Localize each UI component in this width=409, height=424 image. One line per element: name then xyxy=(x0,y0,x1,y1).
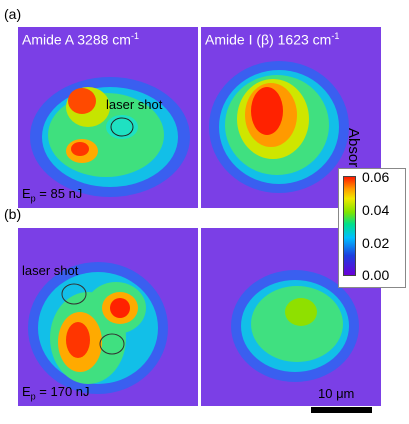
scalebar xyxy=(311,407,372,413)
scalebar-label: 10 μm xyxy=(318,386,355,401)
laser-shot-label-a: laser shot xyxy=(106,97,163,112)
heatmap-amide-i-bottom xyxy=(231,270,359,382)
image-panel-amide-a-bottom: laser shot Ep = 170 nJ xyxy=(18,228,198,406)
ep-label-b: Ep = 170 nJ xyxy=(22,384,90,402)
heatmap-amide-a-top xyxy=(30,77,190,197)
panel-label-a: (a) xyxy=(4,6,22,22)
colorbar-gradient xyxy=(343,176,356,276)
heatmap-amide-a-bottom xyxy=(28,262,168,394)
colorbar-tick-2: 0.02 xyxy=(362,235,390,251)
panel-label-b: (b) xyxy=(4,206,22,222)
image-panel-amide-a-top: Amide A 3288 cm-1 laser shot Ep = 85 nJ xyxy=(18,27,198,208)
panel-title-amide-i: Amide I (β) 1623 cm-1 xyxy=(205,31,340,48)
laser-shot-label-b: laser shot xyxy=(22,263,79,278)
image-panel-amide-i-top: Amide I (β) 1623 cm-1 xyxy=(201,27,381,208)
colorbar: 0.06 0.04 0.02 0.00 xyxy=(338,168,406,288)
colorbar-tick-1: 0.04 xyxy=(362,202,390,218)
colorbar-tick-0: 0.06 xyxy=(362,169,390,185)
heatmap-amide-i-top xyxy=(209,61,349,193)
panel-title-amide-a: Amide A 3288 cm-1 xyxy=(22,31,139,48)
colorbar-tick-3: 0.00 xyxy=(362,267,390,283)
ep-label-a: Ep = 85 nJ xyxy=(22,186,83,204)
